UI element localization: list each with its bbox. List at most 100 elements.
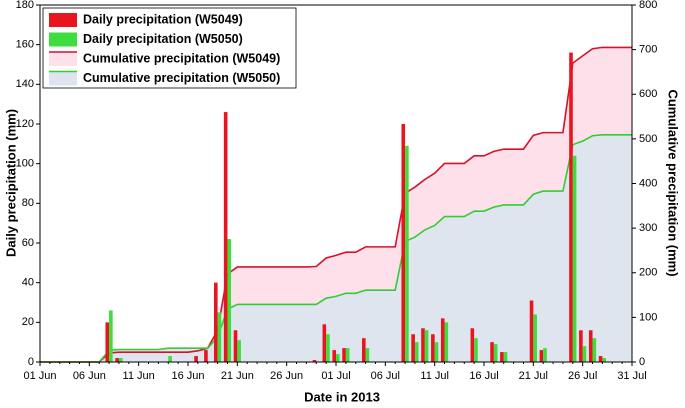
- bar: [214, 282, 218, 362]
- bar: [411, 334, 415, 362]
- legend: Daily precipitation (W5049) Daily precipi…: [42, 7, 297, 89]
- bar: [109, 310, 113, 362]
- y-tick-label: 80: [22, 197, 34, 209]
- bar: [105, 322, 110, 362]
- bar: [204, 350, 208, 362]
- bar: [421, 328, 425, 362]
- bar: [490, 342, 494, 362]
- y2-tick-label: 700: [639, 44, 657, 56]
- y-axis-label: Daily precipitation (mm): [3, 109, 18, 257]
- bar: [572, 155, 577, 362]
- bar: [345, 348, 350, 362]
- y2-tick-label: 800: [639, 0, 657, 11]
- legend-swatch: [49, 32, 77, 47]
- y2-tick-label: 400: [639, 177, 657, 189]
- legend-label: Cumulative precipitation (W5050): [83, 71, 280, 85]
- x-tick-label: 06 Jun: [73, 370, 106, 382]
- bar: [332, 350, 336, 362]
- x-tick-label: 11 Jul: [420, 370, 449, 382]
- bar: [440, 318, 445, 362]
- x-tick-label: 26 Jul: [568, 370, 597, 382]
- y-tick-label: 120: [16, 118, 34, 130]
- bar: [223, 112, 228, 362]
- x-axis-label: Date in 2013: [304, 389, 380, 404]
- x-tick-label: 16 Jul: [469, 370, 498, 382]
- bar: [312, 360, 317, 362]
- bar: [444, 322, 449, 362]
- bar: [115, 358, 119, 362]
- bar: [326, 334, 330, 362]
- bar: [493, 344, 498, 362]
- x-tick-label: 21 Jun: [221, 370, 254, 382]
- bar: [424, 330, 429, 362]
- bar: [434, 342, 439, 362]
- y2-tick-label: 0: [639, 356, 645, 368]
- x-tick-label: 16 Jun: [171, 370, 204, 382]
- bar: [529, 300, 534, 362]
- y-tick-label: 140: [16, 78, 34, 90]
- cumulative-line: [40, 134, 632, 363]
- bar: [431, 334, 435, 362]
- bar: [233, 330, 238, 362]
- bar: [365, 348, 370, 362]
- bar: [533, 314, 537, 362]
- bar: [336, 354, 340, 362]
- x-tick-label: 26 Jun: [270, 370, 303, 382]
- bar: [414, 342, 419, 362]
- y-tick-label: 60: [22, 237, 34, 249]
- y-tick-label: 180: [16, 0, 34, 11]
- bar: [539, 350, 544, 362]
- bar: [582, 346, 587, 362]
- legend-label: Daily precipitation (W5050): [83, 32, 243, 46]
- y2-tick-label: 200: [639, 267, 657, 279]
- x-tick-label: 06 Jul: [371, 370, 400, 382]
- y2-tick-label: 300: [639, 222, 657, 234]
- y-tick-label: 40: [22, 277, 34, 289]
- bar: [569, 52, 573, 362]
- bar: [227, 239, 232, 362]
- legend-label: Daily precipitation (W5049): [83, 12, 243, 26]
- bar: [217, 312, 222, 362]
- bar: [237, 340, 241, 362]
- bar: [118, 358, 123, 362]
- bar: [168, 356, 172, 362]
- y-tick-label: 100: [16, 158, 34, 170]
- y-tick-label: 160: [16, 39, 34, 51]
- y-tick-label: 20: [22, 316, 34, 328]
- bar: [401, 124, 406, 362]
- y2-tick-label: 600: [639, 88, 657, 100]
- plot-area: [40, 46, 632, 363]
- bar: [194, 356, 198, 362]
- x-tick-label: 31 Jul: [617, 370, 646, 382]
- x-tick-label: 11 Jun: [123, 370, 155, 382]
- bar: [598, 356, 603, 362]
- legend-box: [42, 7, 297, 89]
- bar: [579, 330, 583, 362]
- bar: [602, 358, 606, 362]
- bar: [503, 352, 508, 362]
- bar: [543, 348, 547, 362]
- bar: [342, 348, 346, 362]
- bar: [588, 330, 593, 362]
- y-tick-label: 0: [28, 356, 34, 368]
- legend-label: Cumulative precipitation (W5049): [83, 51, 280, 65]
- bar: [470, 328, 475, 362]
- legend-swatch: [49, 71, 77, 86]
- cumulative-line: [40, 46, 632, 363]
- bar: [500, 352, 504, 362]
- x-tick-label: 01 Jun: [23, 370, 56, 382]
- y2-tick-label: 500: [639, 133, 657, 145]
- area-fill: [40, 134, 632, 362]
- bar: [405, 145, 409, 362]
- bar: [362, 338, 366, 362]
- x-tick-label: 21 Jul: [519, 370, 548, 382]
- x-tick-label: 01 Jul: [321, 370, 350, 382]
- legend-swatch: [49, 52, 77, 66]
- y2-axis-label: Cumulative precipitation (mm): [666, 89, 681, 276]
- bar: [592, 338, 597, 362]
- bar: [474, 338, 478, 362]
- legend-swatch: [49, 13, 77, 27]
- bar: [322, 324, 327, 362]
